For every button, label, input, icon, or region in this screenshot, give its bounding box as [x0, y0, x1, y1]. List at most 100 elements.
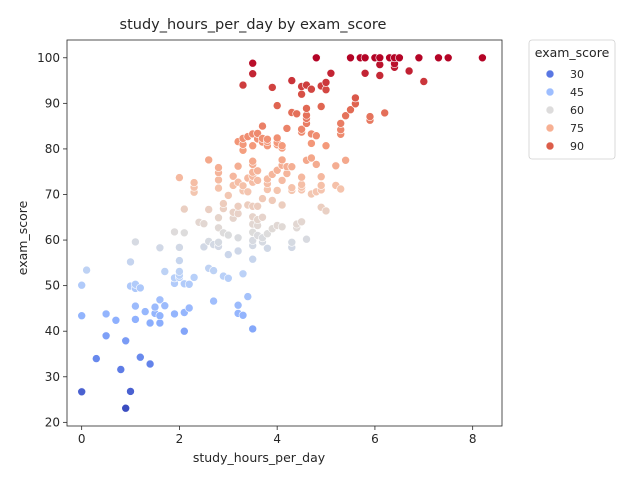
x-tick-label: 4 [273, 432, 281, 446]
data-point [121, 403, 130, 413]
data-point [253, 176, 262, 185]
data-point [248, 324, 257, 334]
y-tick-label: 40 [45, 324, 60, 338]
x-tick-label: 2 [176, 432, 184, 446]
data-point [297, 125, 306, 134]
data-point [321, 85, 331, 94]
data-point [341, 111, 350, 120]
x-tick-label: 6 [371, 432, 379, 446]
data-point [375, 71, 385, 80]
data-point [277, 155, 287, 165]
data-point [184, 303, 194, 313]
data-point [145, 359, 155, 369]
data-point [248, 141, 257, 150]
data-point [331, 161, 341, 171]
data-point [209, 266, 218, 275]
data-point [180, 204, 189, 214]
data-point [302, 234, 311, 244]
data-point [287, 183, 297, 192]
data-point [175, 256, 184, 265]
data-point [311, 131, 321, 140]
data-point [287, 238, 297, 247]
data-point [77, 280, 86, 290]
data-point [351, 93, 360, 103]
legend-label: 90 [570, 140, 584, 153]
data-point [184, 279, 194, 289]
data-point [238, 181, 248, 191]
x-tick-label: 0 [78, 432, 86, 446]
data-point [160, 267, 170, 276]
y-tick-label: 70 [45, 187, 60, 201]
data-point [434, 53, 443, 63]
data-point [155, 318, 165, 328]
data-point [92, 354, 101, 363]
legend-label: 60 [570, 104, 584, 117]
data-point [346, 105, 355, 114]
legend-label: 75 [570, 122, 584, 135]
data-point [263, 135, 272, 144]
data-point [131, 301, 140, 311]
data-point [321, 78, 331, 87]
data-point [214, 238, 223, 247]
data-point [77, 387, 86, 397]
data-point [180, 326, 189, 336]
data-point [341, 156, 350, 165]
y-tick-label: 20 [45, 415, 60, 429]
data-point [307, 139, 316, 148]
data-point [267, 196, 277, 205]
data-point [101, 331, 111, 341]
y-axis-label: exam_score [15, 200, 30, 275]
data-point [214, 183, 223, 193]
data-point [443, 53, 453, 63]
data-point [253, 166, 262, 176]
data-point [311, 53, 321, 63]
data-point [219, 199, 228, 208]
data-point [224, 250, 233, 259]
data-point [243, 292, 253, 301]
data-point [272, 101, 282, 110]
data-points [77, 53, 487, 413]
data-point [277, 200, 287, 210]
legend-label: 45 [570, 86, 584, 99]
data-point [214, 163, 223, 172]
data-point [292, 109, 302, 119]
data-point [155, 243, 165, 253]
data-point [228, 172, 238, 181]
data-point [395, 53, 404, 63]
data-point [170, 309, 179, 319]
data-point [77, 311, 86, 321]
data-point [316, 102, 326, 111]
x-tick-label: 8 [469, 432, 477, 446]
legend: exam_score 30 45 60 75 90 [528, 39, 616, 160]
axes: 0 2 4 6 8 20 30 40 50 60 70 80 90 100 [37, 39, 503, 446]
data-point [233, 300, 243, 310]
data-point [189, 178, 199, 187]
data-point [121, 336, 130, 346]
data-point [326, 69, 336, 78]
legend-title: exam_score [535, 45, 610, 60]
data-point [248, 69, 257, 78]
data-point [199, 242, 209, 252]
data-point [233, 202, 243, 211]
y-tick-label: 100 [37, 51, 60, 65]
data-point [82, 265, 91, 275]
data-point [282, 124, 292, 133]
data-point [360, 69, 370, 78]
data-point [253, 202, 262, 211]
data-point [150, 302, 160, 312]
data-point [248, 156, 257, 166]
data-point [258, 121, 267, 131]
data-point [419, 77, 429, 86]
data-point [307, 153, 316, 163]
data-point [297, 217, 306, 227]
data-point [199, 219, 209, 228]
data-point [321, 206, 331, 216]
legend-marker [545, 141, 555, 151]
data-point [297, 89, 306, 99]
data-point [204, 205, 213, 214]
data-point [297, 180, 306, 189]
y-tick-label: 50 [45, 279, 60, 293]
x-axis-label: study_hours_per_day [193, 450, 326, 465]
data-point [131, 315, 140, 324]
data-point [233, 209, 243, 218]
